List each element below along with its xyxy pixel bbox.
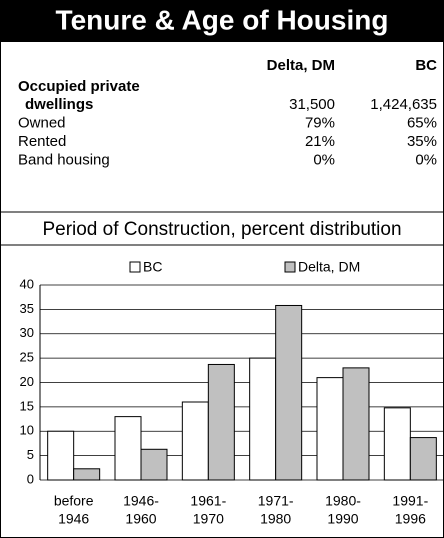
x-tick-label: 1970	[193, 511, 224, 527]
y-tick-label: 0	[27, 471, 34, 486]
bar	[73, 468, 101, 481]
cell: 1,424,635	[370, 96, 437, 113]
bar	[114, 416, 142, 481]
x-tick-label: 1980-	[325, 493, 361, 509]
bar	[249, 357, 277, 481]
row-label: Rented	[18, 133, 66, 150]
bar	[342, 367, 370, 481]
cell: 0%	[415, 151, 437, 168]
row-label: Owned	[18, 114, 66, 131]
x-tick-label: 1971-	[258, 493, 294, 509]
cell: 35%	[407, 133, 437, 150]
bar	[275, 304, 303, 481]
x-tick-label: 1946	[58, 511, 89, 527]
legend-swatch	[284, 261, 296, 273]
legend-label: BC	[143, 259, 162, 275]
cell: 31,500	[289, 96, 335, 113]
title-band	[0, 0, 444, 42]
row-label: Band housing	[18, 151, 110, 168]
legend-label: Delta, DM	[298, 259, 360, 275]
y-tick-label: 5	[27, 447, 34, 462]
y-tick-label: 15	[20, 398, 34, 413]
cell: 21%	[305, 133, 335, 150]
y-tick-label: 40	[20, 276, 34, 291]
page-title: Tenure & Age of Housing	[56, 4, 389, 35]
x-tick-label: before	[54, 493, 94, 509]
x-tick-label: 1980	[260, 511, 291, 527]
cell: 79%	[305, 114, 335, 131]
legend-swatch	[129, 261, 141, 273]
bar	[207, 363, 235, 481]
bar	[181, 401, 209, 481]
chart-title: Period of Construction, percent distribu…	[42, 219, 401, 240]
x-tick-label: 1990	[327, 511, 358, 527]
y-tick-label: 35	[20, 301, 34, 316]
x-tick-label: 1961-	[190, 493, 226, 509]
column-header: BC	[415, 57, 437, 74]
cell: 0%	[313, 151, 335, 168]
cell: 65%	[407, 114, 437, 131]
y-tick-label: 10	[20, 423, 34, 438]
x-tick-label: 1960	[125, 511, 156, 527]
bar	[409, 437, 437, 481]
bar	[140, 448, 168, 481]
column-header: Delta, DM	[267, 57, 335, 74]
x-tick-label: 1996	[395, 511, 426, 527]
x-tick-label: 1991-	[392, 493, 428, 509]
bar	[316, 377, 344, 481]
y-tick-label: 30	[20, 325, 34, 340]
row-label: Occupied private	[18, 78, 140, 95]
row-label: dwellings	[25, 96, 93, 113]
bar	[47, 430, 75, 481]
bar	[383, 407, 411, 481]
y-tick-label: 20	[20, 374, 34, 389]
x-tick-label: 1946-	[123, 493, 159, 509]
y-tick-label: 25	[20, 350, 34, 365]
